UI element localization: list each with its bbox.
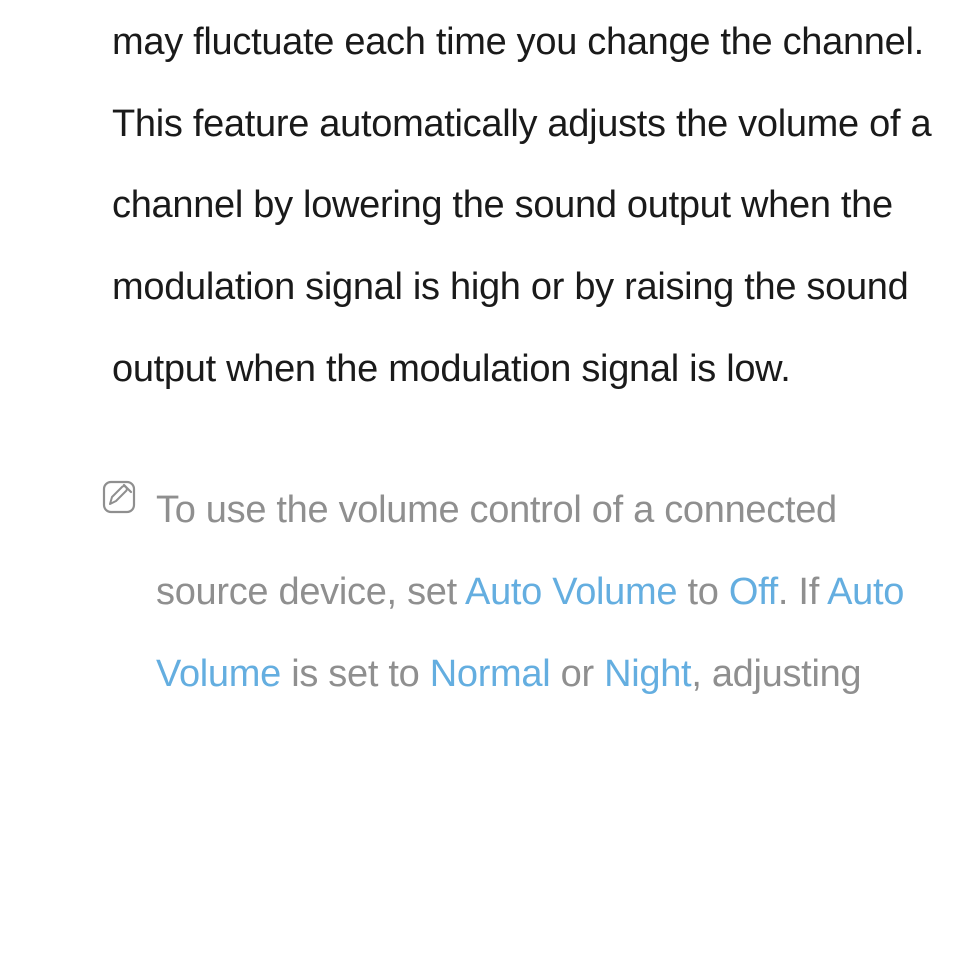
keyword-night: Night [604,653,691,695]
note-segment: . If [778,571,827,613]
note-icon [102,480,136,514]
feature-description-paragraph: may fluctuate each time you change the c… [0,0,954,410]
usage-note: To use the volume control of a connected… [0,470,954,715]
keyword-normal: Normal [430,653,551,695]
note-text: To use the volume control of a connected… [156,470,930,715]
keyword-off: Off [729,571,778,613]
note-segment: or [550,653,604,695]
manual-page: may fluctuate each time you change the c… [0,0,954,977]
note-segment: is set to [281,653,430,695]
keyword-auto-volume: Auto Volume [465,571,677,613]
note-segment: to [677,571,729,613]
note-segment: , adjusting [691,653,861,695]
